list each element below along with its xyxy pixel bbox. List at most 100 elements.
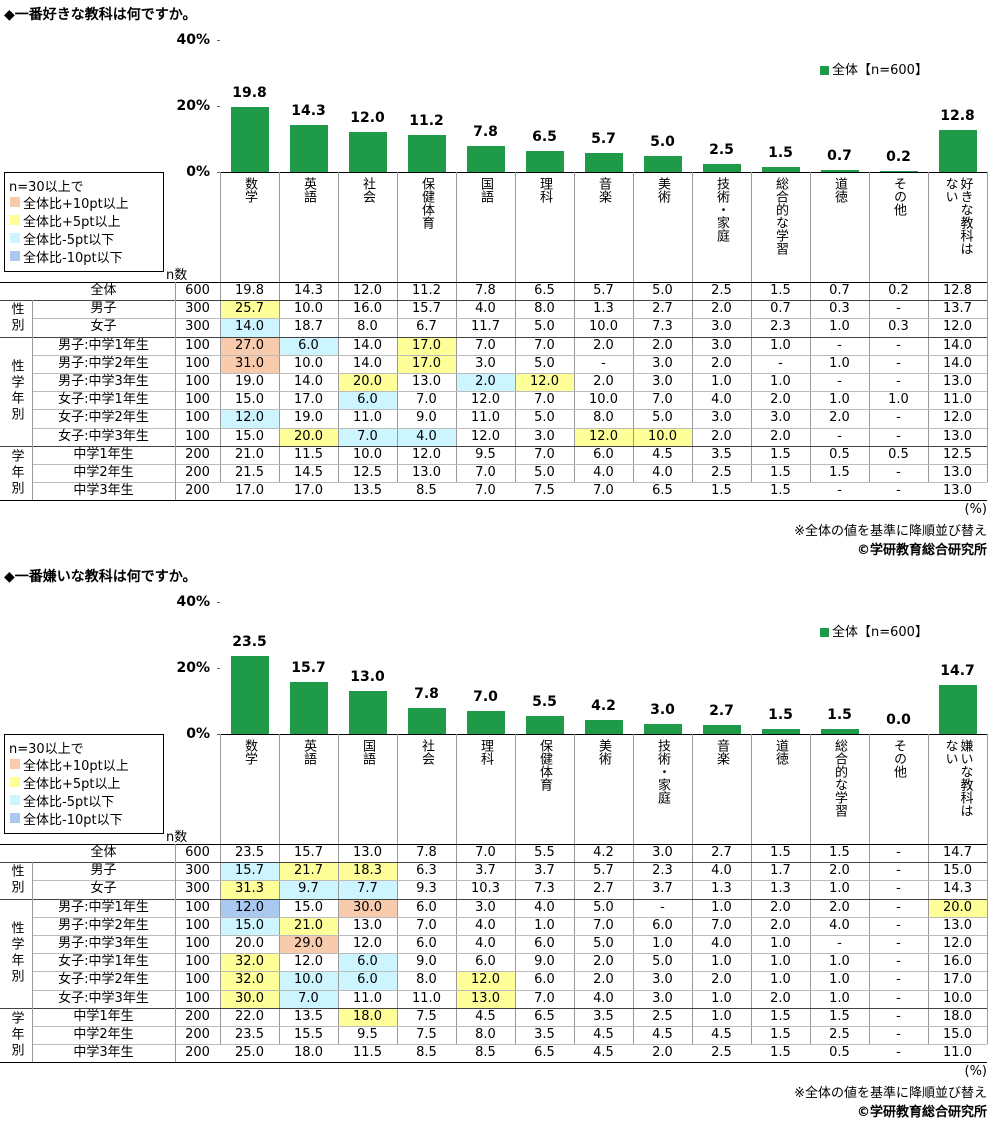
table-cell: 4.0 xyxy=(829,917,850,933)
value-label: 1.5 xyxy=(768,145,793,162)
table-cell: 2.0 xyxy=(593,954,614,970)
table-cell: 4.0 xyxy=(475,301,496,317)
category-label: 数学 xyxy=(242,739,257,765)
table-cell: 6.5 xyxy=(534,1045,555,1061)
row-label: 中学3年生 xyxy=(73,483,134,499)
legend-box-swatch xyxy=(10,233,20,243)
table-cell: 27.0 xyxy=(235,337,264,353)
bar xyxy=(408,135,446,172)
value-label: 13.0 xyxy=(350,669,385,686)
bar xyxy=(526,150,564,172)
group-cell: 性学年別 xyxy=(0,899,32,1008)
table-cell: 7.3 xyxy=(652,319,673,335)
bar xyxy=(231,656,269,734)
bar xyxy=(762,729,800,734)
table-cell: 5.5 xyxy=(534,845,555,860)
table-cell: 6.7 xyxy=(416,319,437,335)
row-line xyxy=(32,971,987,973)
table-cell: 5.0 xyxy=(534,319,555,335)
column-line xyxy=(220,734,221,1045)
category-label: その他 xyxy=(891,739,906,778)
group-label: 学年別 xyxy=(8,449,24,498)
row-label: 女子:中学1年生 xyxy=(58,392,149,408)
table-cell: 7.0 xyxy=(711,917,732,933)
row-label: 男子:中学2年生 xyxy=(58,355,149,371)
table-cell: 10.0 xyxy=(353,446,382,462)
table-cell: 14.0 xyxy=(235,319,264,335)
table-cell: - xyxy=(896,845,901,860)
table-cell: 7.5 xyxy=(416,1027,437,1042)
cell-highlight xyxy=(221,863,279,881)
n-cell: 100 xyxy=(185,374,210,389)
table-cell: 30.0 xyxy=(235,990,264,1006)
table-cell: 7.5 xyxy=(416,1008,437,1024)
n-label: n数 xyxy=(166,830,188,845)
table-cell: 3.0 xyxy=(652,845,673,860)
table-cell: 17.0 xyxy=(412,355,441,371)
cell-highlight xyxy=(929,899,987,917)
category-label: その他 xyxy=(891,177,906,216)
table-cell: 2.0 xyxy=(711,355,732,371)
category-label: 理科 xyxy=(537,177,552,203)
row-line xyxy=(0,336,987,338)
table-cell: - xyxy=(896,917,901,933)
table-cell: 1.0 xyxy=(711,374,732,389)
table-cell: 8.5 xyxy=(416,1045,437,1061)
n-cell: 100 xyxy=(185,899,210,915)
table-cell: 13.0 xyxy=(353,845,382,860)
value-label: 4.2 xyxy=(591,698,616,715)
column-line xyxy=(279,734,280,1045)
y-tick-label: 40% xyxy=(176,594,210,610)
table-cell: 12.0 xyxy=(412,446,441,462)
table-cell: - xyxy=(896,337,901,353)
table-cell: 8.5 xyxy=(475,1045,496,1061)
category-label: 理科 xyxy=(478,739,493,765)
n-cell: 100 xyxy=(185,355,210,371)
table-cell: 23.5 xyxy=(235,845,264,860)
table-cell: 19.0 xyxy=(294,410,323,426)
table-cell: 13.0 xyxy=(943,374,972,389)
table-cell: 13.0 xyxy=(943,428,972,444)
table-cell: 1.0 xyxy=(829,392,850,408)
table-cell: - xyxy=(837,483,842,499)
table-cell: 2.5 xyxy=(711,1045,732,1061)
table-cell: 1.5 xyxy=(829,845,850,860)
section: ◆一番嫌いな教科は何ですか。 0% 20% 40% 全体【n=600】 23.5 15.7 1… xyxy=(0,562,1000,1124)
column-line xyxy=(515,172,516,483)
table-cell: 7.0 xyxy=(475,337,496,353)
row-line xyxy=(32,373,987,374)
table-cell: 4.5 xyxy=(593,1045,614,1061)
table-cell: 1.0 xyxy=(829,954,850,970)
category-label: 数学 xyxy=(242,177,257,203)
table-cell: 3.0 xyxy=(652,355,673,371)
table-cell: 3.0 xyxy=(475,899,496,915)
cell-highlight xyxy=(221,410,279,428)
row-label: 中学2年生 xyxy=(73,1027,134,1042)
table-cell: 7.5 xyxy=(534,483,555,499)
table-cell: 12.0 xyxy=(235,410,264,426)
category-label: 総合的な学習 xyxy=(773,177,788,255)
column-line xyxy=(692,734,693,1045)
table-cell: 1.0 xyxy=(888,392,909,408)
table-cell: 3.7 xyxy=(475,863,496,879)
table-cell: 14.0 xyxy=(943,337,972,353)
table-cell: 1.0 xyxy=(829,990,850,1006)
cell-highlight xyxy=(398,337,456,355)
table-cell: 18.0 xyxy=(943,1008,972,1024)
row-line xyxy=(32,916,987,918)
table-cell: 1.7 xyxy=(770,863,791,879)
table-cell: 12.5 xyxy=(353,465,382,480)
table-cell: 1.0 xyxy=(534,917,555,933)
bar xyxy=(526,715,564,734)
n-cell: 100 xyxy=(185,990,210,1006)
table-cell: 6.0 xyxy=(357,954,378,970)
table-cell: 7.0 xyxy=(652,392,673,408)
category-label: 美術 xyxy=(655,177,670,203)
row-label: 男子:中学3年生 xyxy=(58,936,149,951)
cell-highlight xyxy=(221,337,279,355)
n-cell: 300 xyxy=(185,881,210,897)
legend-box: n=30以上で 全体比+10pt以上 全体比+5pt以上 全体比-5pt以下 全体比-1… xyxy=(4,172,164,272)
bar xyxy=(821,729,859,734)
table-cell: 4.5 xyxy=(711,1027,732,1042)
value-label: 5.0 xyxy=(650,133,675,150)
